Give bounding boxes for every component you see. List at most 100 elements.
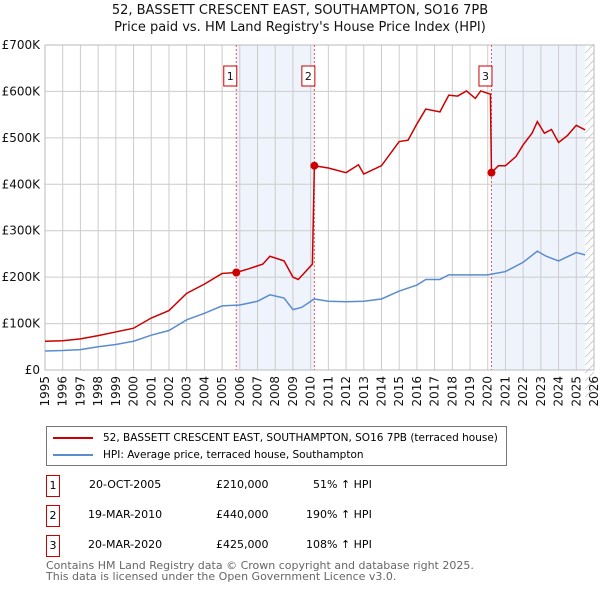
hatch-line <box>584 363 595 374</box>
hatch-line <box>584 171 595 182</box>
legend-label: HPI: Average price, terraced house, Sout… <box>103 449 364 461</box>
hatch-line <box>584 379 595 390</box>
hatch-line <box>584 267 595 278</box>
y-tick-label: £300K <box>2 224 42 238</box>
x-tick-label: 1995 <box>38 376 52 407</box>
x-tick-label: 2004 <box>197 376 211 407</box>
marker-box <box>301 65 316 87</box>
legend-item-property: 52, BASSETT CRESCENT EAST, SOUTHAMPTON, … <box>53 431 498 445</box>
marker-badge: 2 <box>46 505 60 527</box>
hatch-line <box>584 371 595 382</box>
price: £425,000 <box>216 538 269 551</box>
hatch-line <box>584 155 595 166</box>
hatch-line <box>584 307 595 318</box>
hatch-line <box>584 355 595 366</box>
date: 20-MAR-2020 <box>88 538 163 551</box>
x-tick-label: 2013 <box>357 376 371 407</box>
y-tick-label: £100K <box>2 317 42 331</box>
hatch-line <box>584 99 595 110</box>
hatch-line <box>584 43 595 54</box>
hatch-line <box>584 203 595 214</box>
hatch-line <box>584 251 595 262</box>
date: 20-OCT-2005 <box>89 478 162 491</box>
x-tick-label: 1996 <box>56 376 70 407</box>
hatch-line <box>584 211 595 222</box>
marker-box <box>223 65 238 87</box>
price: £440,000 <box>216 508 269 521</box>
hatch-line <box>584 131 595 142</box>
marker-label: 3 <box>482 70 489 83</box>
legend-swatch <box>53 454 93 456</box>
hatch-line <box>584 115 595 126</box>
marker-box <box>478 65 493 87</box>
footer: Contains HM Land Registry data © Crown c… <box>46 560 474 582</box>
x-tick-label: 2022 <box>516 376 530 407</box>
x-tick-label: 2024 <box>552 376 566 407</box>
hatch-line <box>584 387 595 398</box>
x-tick-label: 2001 <box>144 376 158 407</box>
hatch-line <box>584 195 595 206</box>
shaded-region <box>491 45 586 370</box>
hatch-line <box>584 163 595 174</box>
hatch-line <box>584 227 595 238</box>
hpi-change: 51% ↑ HPI <box>313 478 372 491</box>
legend: 52, BASSETT CRESCENT EAST, SOUTHAMPTON, … <box>46 426 507 466</box>
hatch-line <box>584 323 595 334</box>
x-tick-label: 2008 <box>268 376 282 407</box>
chart-title: 52, BASSETT CRESCENT EAST, SOUTHAMPTON, … <box>111 3 489 18</box>
plot-border <box>44 44 595 371</box>
hatch-line <box>584 91 595 102</box>
x-tick-label: 2002 <box>162 376 176 407</box>
x-tick-label: 2025 <box>569 376 583 407</box>
transaction-row: 1 20-OCT-2005 £210,000 51% ↑ HPI <box>46 475 466 497</box>
hatch-line <box>584 139 595 150</box>
hatch-line <box>584 347 595 358</box>
x-tick-label: 2005 <box>215 376 229 407</box>
x-tick-label: 2018 <box>445 376 459 407</box>
price: £210,000 <box>216 478 269 491</box>
date: 19-MAR-2010 <box>88 508 163 521</box>
marker-badge: 1 <box>46 475 60 497</box>
hatch-line <box>584 283 595 294</box>
x-tick-label: 2014 <box>374 376 388 407</box>
x-tick-label: 2009 <box>286 376 300 407</box>
mask <box>594 0 600 370</box>
x-tick-label: 2000 <box>127 376 141 407</box>
x-tick-label: 2016 <box>410 376 424 407</box>
legend-item-hpi: HPI: Average price, terraced house, Sout… <box>53 448 364 462</box>
footer-line: This data is licensed under the Open Gov… <box>46 570 397 583</box>
marker-badge: 3 <box>46 535 60 557</box>
x-tick-label: 2019 <box>463 376 477 407</box>
hatch-line <box>584 107 595 118</box>
series-line <box>44 90 586 342</box>
hatch-line <box>584 75 595 86</box>
x-tick-label: 2003 <box>180 376 194 407</box>
legend-label: 52, BASSETT CRESCENT EAST, SOUTHAMPTON, … <box>103 432 498 444</box>
chart-subtitle: Price paid vs. HM Land Registry's House … <box>114 20 486 35</box>
x-tick-label: 2015 <box>392 376 406 407</box>
hatch-line <box>584 243 595 254</box>
x-tick-label: 2017 <box>428 376 442 407</box>
x-tick-label: 2007 <box>251 376 265 407</box>
hatch-line <box>584 299 595 310</box>
x-tick-label: 2006 <box>233 376 247 407</box>
footer-line: Contains HM Land Registry data © Crown c… <box>46 559 474 572</box>
y-tick-label: £400K <box>2 177 42 191</box>
y-tick-label: £700K <box>2 38 42 52</box>
hatch-line <box>584 291 595 302</box>
hatch-line <box>584 123 595 134</box>
hatch-line <box>584 339 595 350</box>
marker-label: 2 <box>305 70 312 83</box>
y-tick-label: £200K <box>2 270 42 284</box>
x-tick-label: 2012 <box>339 376 353 407</box>
x-tick-label: 2023 <box>534 376 548 407</box>
x-tick-label: 1999 <box>109 376 123 407</box>
x-tick-label: 2026 <box>587 376 600 407</box>
y-tick-label: £600K <box>2 84 42 98</box>
hpi-change: 190% ↑ HPI <box>306 508 372 521</box>
hatch-line <box>584 187 595 198</box>
hatch-line <box>584 219 595 230</box>
transaction-row: 2 19-MAR-2010 £440,000 190% ↑ HPI <box>46 505 466 527</box>
hatch-line <box>584 235 595 246</box>
